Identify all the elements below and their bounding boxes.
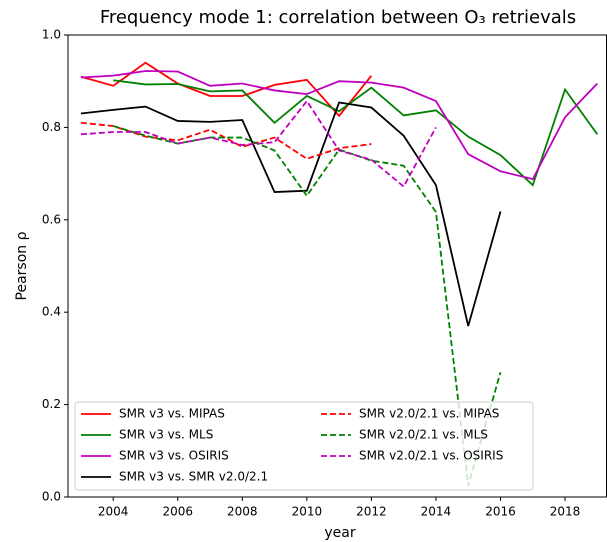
legend-box (74, 401, 534, 491)
x-tick-label: 2010 (292, 505, 323, 519)
legend: SMR v3 vs. MIPAS SMR v3 vs. MLS SMR v3 vs.… (74, 401, 534, 491)
x-tick-label: 2008 (227, 505, 258, 519)
y-tick-label: 0.6 (42, 212, 61, 226)
y-tick-label: 0.2 (42, 397, 61, 411)
legend-label: SMR v3 vs. SMR v2.0/2.1 (119, 470, 268, 484)
y-tick-label: 0.0 (42, 490, 61, 504)
y-tick-label: 1.0 (42, 28, 61, 42)
series-line (113, 79, 599, 187)
x-tick-label: 2004 (98, 505, 129, 519)
y-tick-label: 0.4 (42, 305, 61, 319)
series-line (80, 101, 502, 327)
x-axis-label: year (324, 525, 355, 541)
series-line (80, 99, 437, 188)
legend-label: SMR v3 vs. MLS (119, 428, 213, 442)
y-axis-label: Pearson ρ (14, 231, 30, 300)
x-tick-label: 2012 (356, 505, 387, 519)
plot-lines (80, 61, 599, 486)
legend-label: SMR v2.0/2.1 vs. MIPAS (359, 407, 499, 421)
series-line (80, 70, 598, 181)
x-tick-label: 2018 (550, 505, 581, 519)
x-tick-label: 2016 (485, 505, 516, 519)
x-tick-label: 2006 (162, 505, 193, 519)
x-tick-label: 2014 (421, 505, 452, 519)
legend-label: SMR v3 vs. OSIRIS (119, 449, 229, 463)
legend-label: SMR v2.0/2.1 vs. OSIRIS (359, 449, 503, 463)
y-tick-label: 0.8 (42, 120, 61, 134)
legend-label: SMR v2.0/2.1 vs. MLS (359, 428, 488, 442)
chart-title: Frequency mode 1: correlation between O₃… (100, 7, 576, 28)
series-line (80, 61, 373, 118)
series-line (112, 125, 502, 486)
legend-label: SMR v3 vs. MIPAS (119, 407, 225, 421)
